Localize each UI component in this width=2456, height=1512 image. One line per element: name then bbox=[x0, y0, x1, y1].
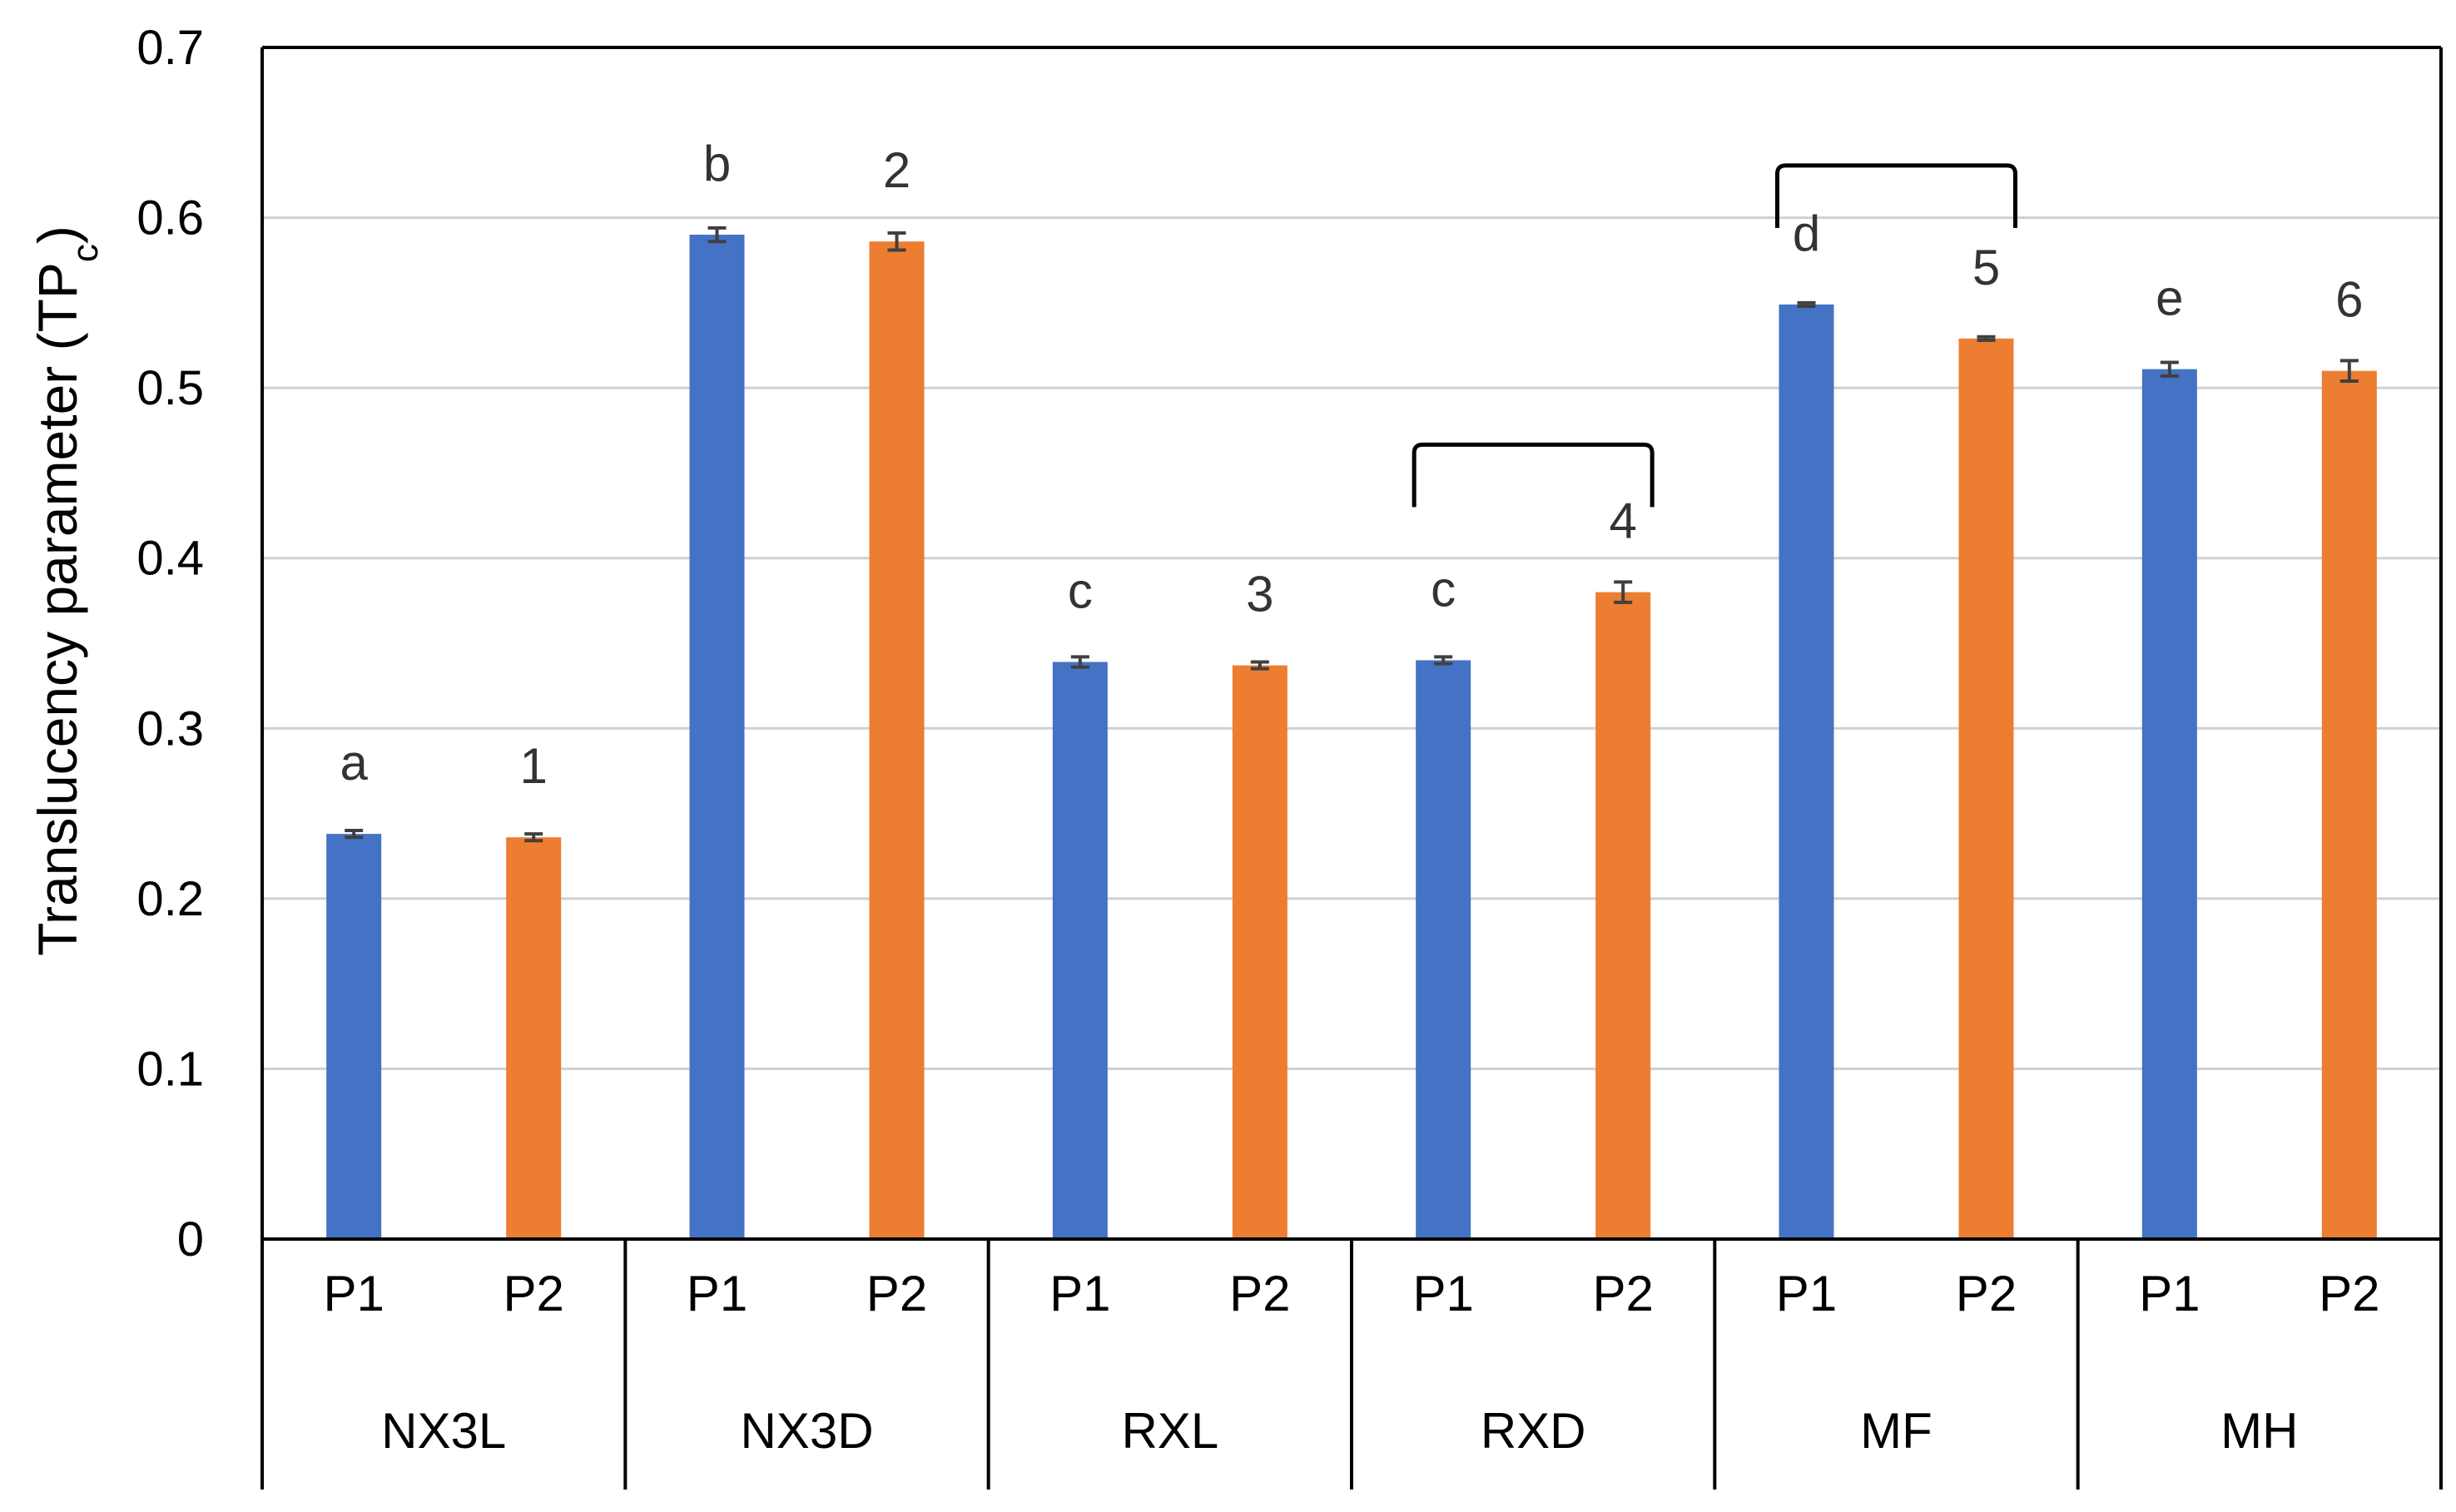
x-group-label-RXL: RXL bbox=[1121, 1403, 1218, 1459]
bar-NX3L-P2 bbox=[506, 837, 562, 1239]
significance-brackets bbox=[1412, 163, 2017, 508]
bar-RXL-P2 bbox=[1232, 665, 1288, 1239]
x-group-label-MF: MF bbox=[1860, 1403, 1933, 1459]
sig-label-NX3D-P1: b bbox=[703, 136, 731, 191]
error-bar-NX3L-P1 bbox=[345, 829, 364, 840]
x-sub-label-MF-P1: P1 bbox=[1776, 1266, 1837, 1321]
x-sub-label-MF-P2: P2 bbox=[1956, 1266, 2017, 1321]
sig-label-MF-P1: d bbox=[1793, 206, 1820, 261]
x-sub-label-MH-P2: P2 bbox=[2319, 1266, 2379, 1321]
x-sub-label-MH-P1: P1 bbox=[2139, 1266, 2200, 1321]
error-bar-MF-P1 bbox=[1797, 300, 1816, 308]
x-group-label-RXD: RXD bbox=[1481, 1403, 1586, 1459]
bar-RXL-P1 bbox=[1052, 662, 1108, 1239]
x-sub-label-NX3D-P1: P1 bbox=[687, 1266, 747, 1321]
y-axis-title-subscript: c bbox=[65, 244, 106, 262]
x-group-label-NX3D: NX3D bbox=[740, 1403, 873, 1459]
y-tick-label-0: 0 bbox=[177, 1212, 204, 1267]
x-sub-label-NX3D-P2: P2 bbox=[866, 1266, 927, 1321]
bar-RXD-P1 bbox=[1416, 660, 1471, 1239]
y-tick-label-4: 0.4 bbox=[136, 532, 204, 586]
error-bar-NX3L-P2 bbox=[524, 832, 543, 843]
x-group-label-MH: MH bbox=[2220, 1403, 2298, 1459]
error-bars bbox=[345, 226, 2359, 843]
sig-label-NX3L-P1: a bbox=[340, 735, 368, 791]
error-bar-RXD-P2 bbox=[1614, 580, 1633, 604]
y-tick-label-3: 0.3 bbox=[136, 701, 204, 756]
error-bar-MH-P1 bbox=[2160, 360, 2179, 378]
x-group-label-NX3L: NX3L bbox=[381, 1403, 506, 1459]
error-bar-RXL-P2 bbox=[1250, 660, 1269, 671]
error-bar-RXD-P1 bbox=[1434, 655, 1453, 666]
bar-NX3D-P2 bbox=[869, 241, 925, 1239]
error-bar-RXL-P1 bbox=[1070, 655, 1089, 669]
x-sub-label-NX3L-P2: P2 bbox=[503, 1266, 563, 1321]
y-tick-label-1: 0.1 bbox=[136, 1042, 204, 1096]
bracket-RXD bbox=[1412, 442, 1655, 508]
error-bar-MH-P2 bbox=[2339, 359, 2359, 383]
x-sub-label-RXL-P2: P2 bbox=[1229, 1266, 1290, 1321]
sig-label-MF-P2: 5 bbox=[1972, 240, 2000, 295]
y-axis-title-main: Translucency parameter (TP bbox=[27, 262, 88, 956]
bar-RXD-P2 bbox=[1595, 592, 1651, 1239]
bars bbox=[326, 235, 2377, 1240]
bar-MH-P1 bbox=[2141, 369, 2197, 1239]
y-tick-label-6: 0.6 bbox=[136, 191, 204, 245]
gridlines bbox=[262, 216, 2441, 1070]
y-tick-labels: 0 0.1 0.2 0.3 0.4 0.5 0.6 0.7 bbox=[136, 21, 204, 1267]
bar-MF-P2 bbox=[1958, 338, 2014, 1239]
sig-label-NX3L-P2: 1 bbox=[519, 738, 547, 794]
bar-NX3L-P1 bbox=[326, 834, 382, 1239]
y-tick-label-7: 0.7 bbox=[136, 21, 204, 75]
sig-label-MH-P1: e bbox=[2156, 270, 2183, 326]
error-bar-NX3D-P2 bbox=[887, 231, 906, 252]
x-sub-label-RXD-P2: P2 bbox=[1592, 1266, 1653, 1321]
significance-labels: a b c c d e 1 2 3 4 5 6 bbox=[340, 136, 2363, 794]
bar-NX3D-P1 bbox=[689, 235, 745, 1239]
sig-label-RXD-P1: c bbox=[1431, 561, 1456, 617]
y-axis-title-close: ) bbox=[27, 226, 88, 244]
sig-label-RXD-P2: 4 bbox=[1609, 493, 1636, 549]
bracket-MF bbox=[1775, 163, 2017, 228]
error-bar-MF-P2 bbox=[1977, 335, 1996, 342]
x-sub-label-RXD-P1: P1 bbox=[1412, 1266, 1473, 1321]
y-tick-label-2: 0.2 bbox=[136, 872, 204, 926]
error-bar-NX3D-P1 bbox=[707, 226, 727, 244]
bar-MF-P1 bbox=[1779, 304, 1834, 1240]
sig-label-RXL-P2: 3 bbox=[1246, 567, 1273, 622]
x-sub-label-NX3L-P1: P1 bbox=[323, 1266, 384, 1321]
sig-label-RXL-P1: c bbox=[1068, 563, 1093, 619]
y-tick-label-5: 0.5 bbox=[136, 361, 204, 415]
bar-MH-P2 bbox=[2321, 370, 2377, 1240]
y-axis-title: Translucency parameter (TPc) bbox=[27, 226, 106, 956]
sig-label-NX3D-P2: 2 bbox=[883, 142, 910, 198]
x-axis-table: P1 P2 NX3L P1 P2 NX3D P1 P2 RXL P1 P2 RXD P1 P2 MF P1 P2… bbox=[323, 1239, 2443, 1490]
sig-label-MH-P2: 6 bbox=[2335, 272, 2363, 328]
x-sub-label-RXL-P1: P1 bbox=[1049, 1266, 1110, 1321]
